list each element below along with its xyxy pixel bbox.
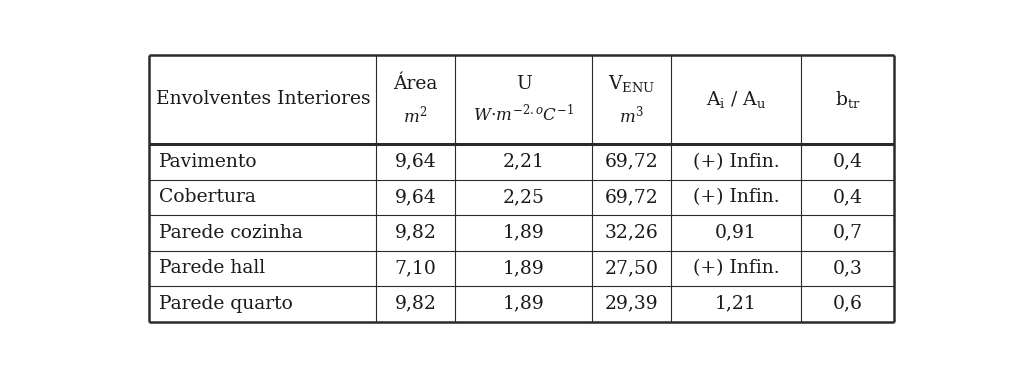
Text: Área: Área — [393, 75, 438, 92]
Text: Pavimento: Pavimento — [159, 153, 258, 171]
Text: 1,89: 1,89 — [503, 259, 545, 278]
Text: 32,26: 32,26 — [605, 224, 659, 242]
Text: 9,64: 9,64 — [395, 188, 437, 206]
Text: 9,82: 9,82 — [395, 295, 437, 313]
Text: 2,25: 2,25 — [503, 188, 545, 206]
Text: U: U — [516, 75, 531, 92]
Text: (+) Infin.: (+) Infin. — [692, 259, 779, 278]
Text: (+) Infin.: (+) Infin. — [692, 188, 779, 206]
Text: (+) Infin.: (+) Infin. — [692, 153, 779, 171]
Text: $W{\cdot}m^{-2{.}o}C^{-1}$: $W{\cdot}m^{-2{.}o}C^{-1}$ — [473, 104, 574, 125]
Text: 1,89: 1,89 — [503, 224, 545, 242]
Text: 0,6: 0,6 — [833, 295, 862, 313]
Text: $m^2$: $m^2$ — [403, 104, 428, 126]
Text: Cobertura: Cobertura — [159, 188, 256, 206]
Text: 2,21: 2,21 — [503, 153, 545, 171]
Text: 1,89: 1,89 — [503, 295, 545, 313]
Text: b$_{\mathregular{tr}}$: b$_{\mathregular{tr}}$ — [835, 89, 860, 110]
Text: Envolventes Interiores: Envolventes Interiores — [156, 90, 371, 108]
Text: V$_{\mathregular{ENU}}$: V$_{\mathregular{ENU}}$ — [608, 73, 656, 94]
Text: 69,72: 69,72 — [605, 153, 659, 171]
Text: 0,7: 0,7 — [833, 224, 862, 242]
Text: $m^3$: $m^3$ — [619, 104, 644, 126]
Text: Parede cozinha: Parede cozinha — [159, 224, 302, 242]
Text: 27,50: 27,50 — [605, 259, 659, 278]
Text: A$_{\mathregular{i}}$ / A$_{\mathregular{u}}$: A$_{\mathregular{i}}$ / A$_{\mathregular… — [705, 89, 766, 110]
Text: 69,72: 69,72 — [605, 188, 659, 206]
Text: 0,4: 0,4 — [833, 188, 862, 206]
Text: 1,21: 1,21 — [715, 295, 756, 313]
Text: Parede hall: Parede hall — [159, 259, 265, 278]
Text: Parede quarto: Parede quarto — [159, 295, 293, 313]
Text: 0,91: 0,91 — [715, 224, 756, 242]
Text: 0,4: 0,4 — [833, 153, 862, 171]
Text: 9,64: 9,64 — [395, 153, 437, 171]
Text: 7,10: 7,10 — [395, 259, 437, 278]
Text: 9,82: 9,82 — [395, 224, 437, 242]
Text: 0,3: 0,3 — [833, 259, 862, 278]
Text: 29,39: 29,39 — [605, 295, 659, 313]
